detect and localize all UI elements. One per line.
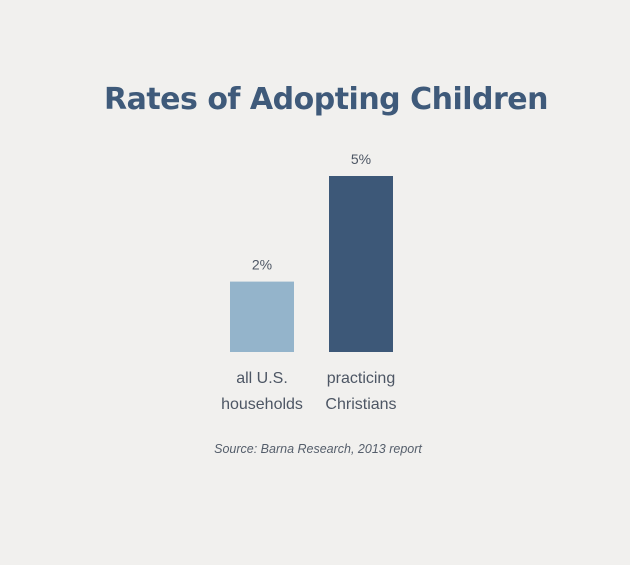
category-label-0-1: households bbox=[221, 396, 303, 413]
category-label-0-0: all U.S. bbox=[236, 370, 288, 387]
category-label-1-0: practicing bbox=[327, 370, 395, 387]
value-label-1: 5% bbox=[351, 151, 371, 167]
source-note: Source: Barna Research, 2013 report bbox=[214, 442, 422, 456]
value-label-0: 2% bbox=[252, 257, 272, 273]
bar-1 bbox=[329, 176, 393, 352]
bar-0 bbox=[230, 281, 294, 352]
chart-title: Rates of Adopting Children bbox=[103, 82, 549, 117]
category-label-1-1: Christians bbox=[325, 396, 396, 413]
